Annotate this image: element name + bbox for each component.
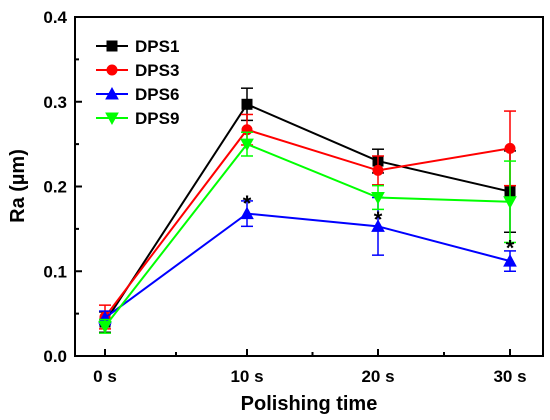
data-point xyxy=(371,219,385,232)
series-line xyxy=(104,103,511,323)
x-tick-label: 20 s xyxy=(361,367,394,386)
x-axis: 0 s 10 s 20 s 30 s xyxy=(93,349,527,386)
x-tick-label: 10 s xyxy=(230,367,263,386)
legend-label: DPS6 xyxy=(135,85,179,104)
significance-mark: * xyxy=(506,236,515,261)
significance-mark: * xyxy=(243,191,252,216)
y-tick-label: 0.0 xyxy=(43,347,67,366)
data-point xyxy=(98,320,112,334)
plot-area: * * * xyxy=(98,87,517,334)
legend-marker xyxy=(106,40,118,52)
legend-label: DPS3 xyxy=(135,61,179,80)
series-line xyxy=(104,212,511,319)
data-point xyxy=(372,164,384,176)
significance-mark: * xyxy=(374,207,383,232)
x-tick-label: 0 s xyxy=(93,367,117,386)
legend-item-DPS3: DPS3 xyxy=(96,61,179,80)
data-point xyxy=(504,142,516,154)
data-point xyxy=(503,196,517,209)
legend: DPS1 DPS3 DPS6 DPS9 xyxy=(96,37,179,128)
legend-marker xyxy=(105,112,119,126)
data-point xyxy=(240,206,254,220)
legend-marker xyxy=(105,86,119,100)
series-DPS6 xyxy=(98,196,517,326)
y-axis: 0.0 0.1 0.2 0.3 0.4 xyxy=(43,8,82,366)
legend-item-DPS9: DPS9 xyxy=(96,109,179,128)
y-tick-label: 0.4 xyxy=(43,8,67,27)
data-point xyxy=(503,254,517,267)
series-line xyxy=(104,128,511,318)
legend-marker xyxy=(106,64,118,76)
y-tick-label: 0.1 xyxy=(43,262,67,281)
x-tick-label: 30 s xyxy=(493,367,526,386)
data-point xyxy=(240,138,254,152)
legend-item-DPS6: DPS6 xyxy=(96,85,179,104)
y-tick-label: 0.3 xyxy=(43,93,67,112)
x-axis-title: Polishing time xyxy=(241,393,378,415)
series-DPS9 xyxy=(98,131,517,334)
y-axis-title: Ra (µm) xyxy=(7,149,29,223)
legend-label: DPS9 xyxy=(135,109,179,128)
y-tick-label: 0.2 xyxy=(43,178,67,197)
series-line xyxy=(104,142,511,327)
data-point xyxy=(371,192,385,205)
legend-item-DPS1: DPS1 xyxy=(96,37,179,56)
data-point xyxy=(241,98,253,110)
legend-label: DPS1 xyxy=(135,37,179,56)
